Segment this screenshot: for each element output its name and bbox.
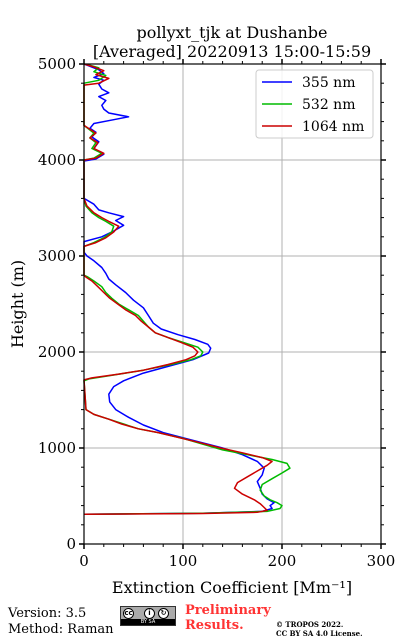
x-tick-label: 200	[268, 552, 297, 570]
x-axis-label: Extinction Coefficient [Mm⁻¹]	[112, 578, 352, 597]
copyright-notice: © TROPOS 2022. CC BY SA 4.0 License.	[276, 620, 363, 638]
cc-caption: BY SA	[121, 619, 175, 625]
x-tick-label: 300	[367, 552, 396, 570]
y-tick-label: 4000	[38, 151, 76, 169]
attribution-icon: i	[144, 608, 155, 619]
legend-box	[255, 69, 374, 139]
y-tick-label: 1000	[38, 439, 76, 457]
y-tick-label: 5000	[38, 55, 76, 73]
legend-label: 355 nm	[302, 75, 355, 91]
chart-title-line2: [Averaged] 20220913 15:00-15:59	[93, 42, 371, 61]
series-line-355-nm	[83, 63, 275, 515]
cc-license-badge: cc i ↻ BY SA	[120, 606, 176, 626]
grid-lines	[84, 64, 381, 544]
copyright-line1: © TROPOS 2022.	[276, 620, 344, 629]
x-tick-label: 100	[169, 552, 198, 570]
preliminary-line1: Preliminary	[185, 603, 271, 618]
y-tick-label: 3000	[38, 247, 76, 265]
creative-commons-icon: cc	[123, 608, 134, 619]
y-axis-label: Height (m)	[8, 260, 27, 348]
y-tick-label: 2000	[38, 343, 76, 361]
copyright-line2: CC BY SA 4.0 License.	[276, 629, 363, 638]
share-alike-icon: ↻	[158, 608, 169, 619]
y-tick-label: 0	[66, 535, 76, 553]
chart-title-line1: pollyxt_tjk at Dushanbe	[136, 23, 327, 42]
x-tick-label: 0	[79, 552, 89, 570]
preliminary-notice: Preliminary Results.	[185, 603, 271, 633]
plot-frame	[83, 63, 382, 545]
legend: 355 nm 532 nm 1064 nm	[255, 69, 374, 139]
legend-label: 1064 nm	[302, 119, 364, 135]
preliminary-line2: Results.	[185, 618, 244, 633]
legend-label: 532 nm	[302, 97, 355, 113]
method-text: Method: Raman	[8, 622, 114, 637]
extinction-profile-chart: pollyxt_tjk at Dushanbe [Averaged] 20220…	[8, 23, 396, 597]
footer-info: Version: 3.5 Method: Raman	[8, 606, 114, 638]
series-lines	[83, 63, 291, 515]
series-line-1064-nm	[83, 63, 273, 515]
version-text: Version: 3.5	[8, 606, 87, 621]
